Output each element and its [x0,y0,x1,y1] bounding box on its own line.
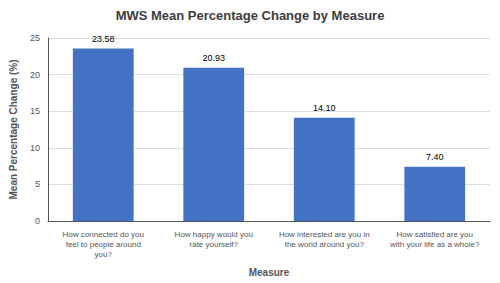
svg-text:0: 0 [35,216,40,226]
svg-text:How satisfied are you: How satisfied are you [397,230,473,239]
svg-text:Mean Percentage Change (%): Mean Percentage Change (%) [8,59,19,199]
svg-text:5: 5 [35,179,40,189]
svg-text:with your life as a whole?: with your life as a whole? [389,240,480,249]
svg-text:you?: you? [95,250,113,259]
svg-text:14.10: 14.10 [313,103,336,113]
svg-text:10: 10 [30,143,40,153]
svg-text:How happy would you: How happy would you [175,230,253,239]
svg-text:How interested are you in: How interested are you in [279,230,370,239]
svg-text:MWS Mean Percentage Change by: MWS Mean Percentage Change by Measure [116,8,385,23]
svg-text:the world around you?: the world around you? [285,240,365,249]
svg-text:20: 20 [30,70,40,80]
svg-text:23.58: 23.58 [92,34,115,44]
svg-text:7.40: 7.40 [426,152,444,162]
svg-text:25: 25 [30,33,40,43]
svg-text:15: 15 [30,106,40,116]
svg-text:20.93: 20.93 [202,53,225,63]
svg-text:How connected do you: How connected do you [63,230,144,239]
svg-text:Measure: Measure [249,267,290,278]
svg-text:feel to people around: feel to people around [66,240,141,249]
svg-text:rate yourself?: rate yourself? [190,240,239,249]
